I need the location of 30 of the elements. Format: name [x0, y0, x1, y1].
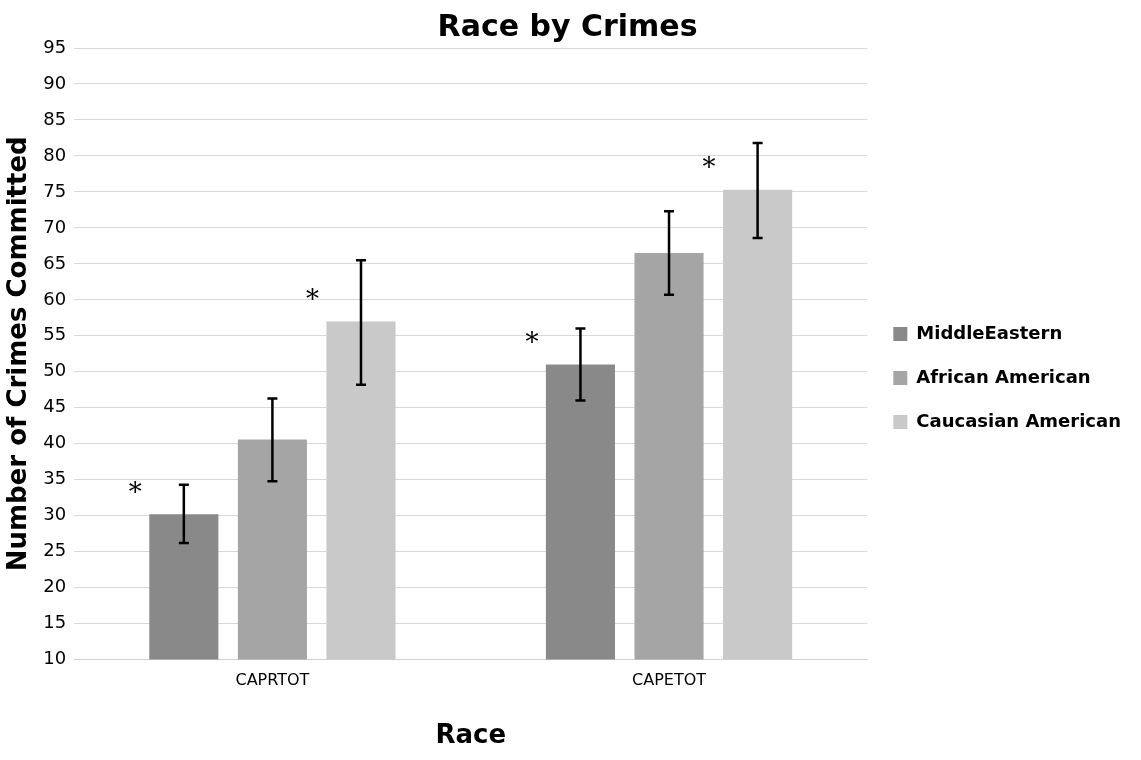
annotation: *	[525, 327, 539, 358]
y-tick-label: 25	[43, 539, 67, 561]
y-tick-label: 20	[43, 575, 67, 597]
y-tick-label: 35	[43, 467, 67, 489]
legend-label: MiddleEastern	[916, 321, 1063, 343]
y-tick-label: 95	[43, 35, 67, 57]
y-tick-label: 45	[43, 395, 67, 417]
y-tick-label: 90	[43, 71, 67, 93]
y-tick-label: 85	[43, 107, 67, 129]
x-axis-title: Race	[435, 719, 507, 750]
x-tick-label: CAPETOT	[632, 670, 707, 690]
y-tick-label: 10	[43, 647, 67, 669]
y-tick-label: 50	[43, 359, 67, 381]
y-tick-label: 75	[43, 179, 67, 201]
y-tick-label: 30	[43, 503, 67, 525]
y-axis-title: Number of Crimes Committed	[2, 136, 33, 572]
y-tick-label: 40	[43, 431, 67, 453]
annotation: *	[305, 284, 319, 315]
y-tick-label: 60	[43, 287, 67, 309]
legend-label: African American	[916, 365, 1091, 387]
x-tick-label: CAPRTOT	[235, 670, 310, 690]
y-tick-label: 80	[43, 143, 67, 165]
y-tick-label: 70	[43, 215, 67, 237]
y-tick-label: 65	[43, 251, 67, 273]
annotation: *	[702, 152, 716, 183]
annotation: *	[128, 477, 142, 508]
chart-title: Race by Crimes	[437, 7, 698, 43]
y-tick-label: 55	[43, 323, 67, 345]
legend-label: Caucasian American	[916, 409, 1121, 431]
y-tick-label: 15	[43, 611, 67, 633]
